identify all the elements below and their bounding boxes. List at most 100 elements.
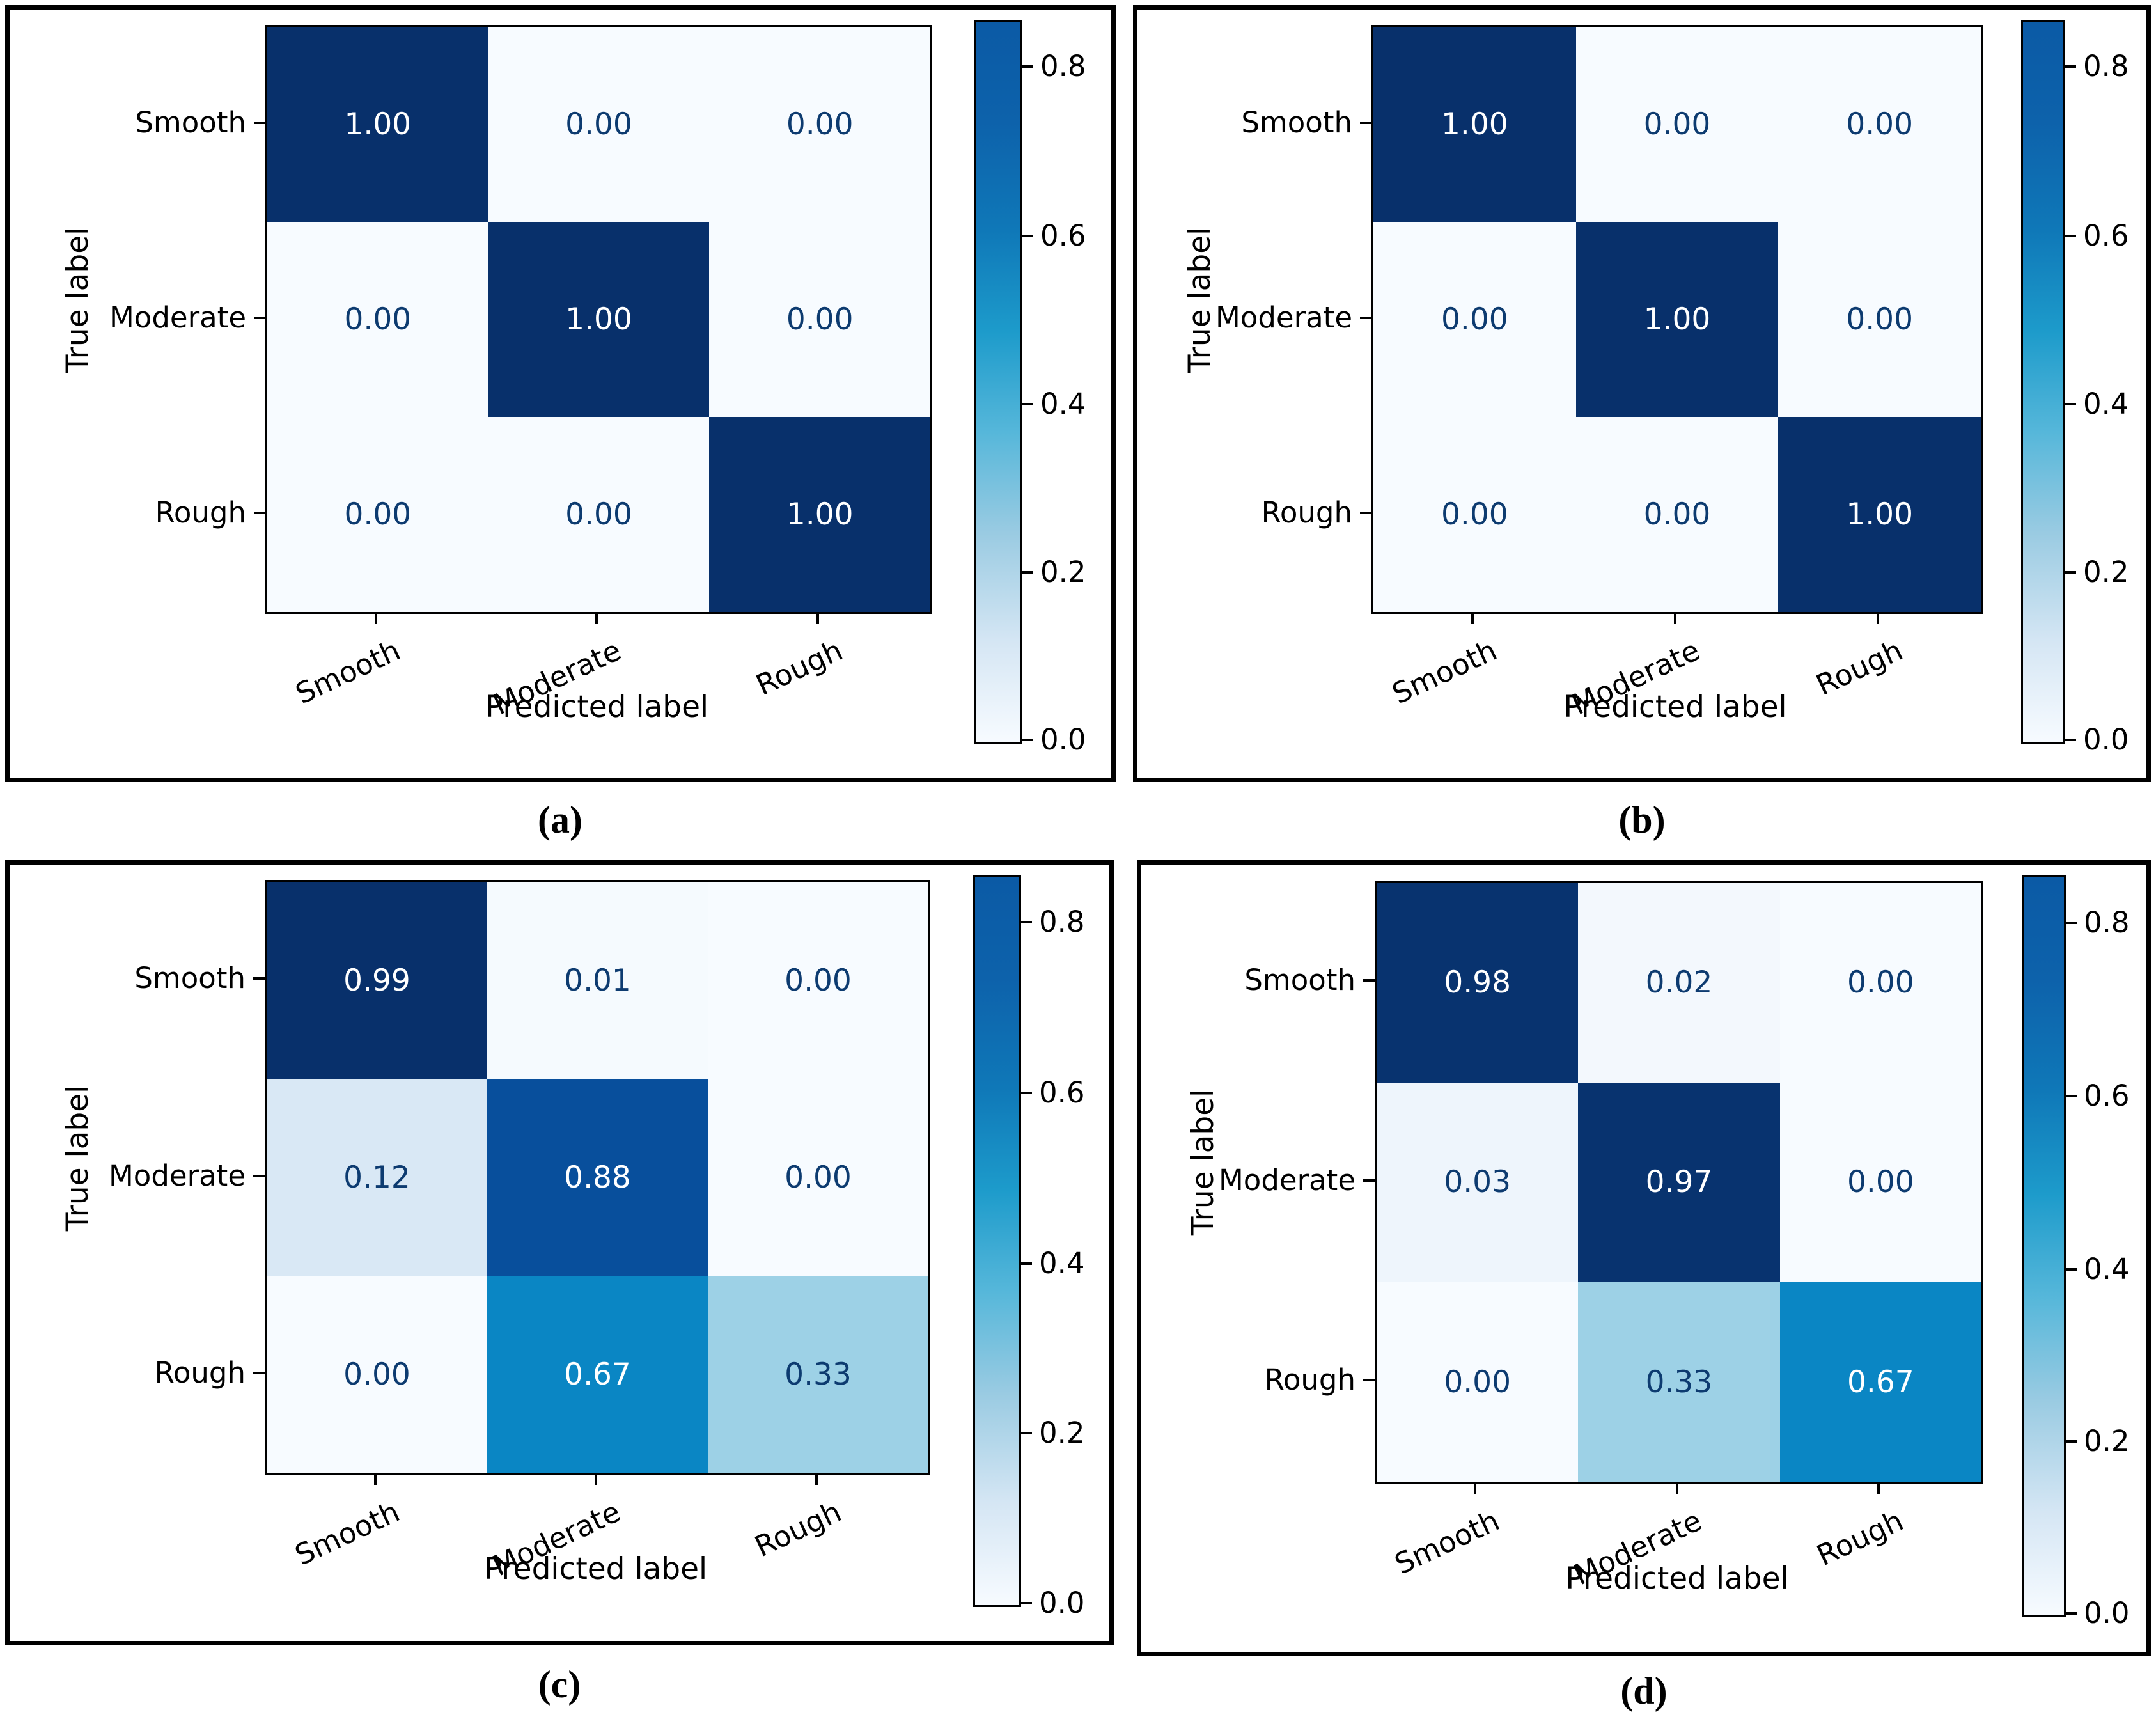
- matrix-cell-r1-c1: 1.00: [488, 222, 710, 417]
- colorbar-tick-label: 0.0: [1040, 723, 1086, 757]
- matrix-cell-r1-c0: 0.12: [267, 1079, 487, 1276]
- y-tick-label-moderate: Moderate: [109, 301, 246, 334]
- cell-value: 0.67: [564, 1357, 631, 1393]
- cell-value: 0.88: [564, 1159, 631, 1195]
- y-axis-title: True label: [60, 226, 95, 373]
- colorbar-tick-mark: [1019, 1602, 1032, 1604]
- y-tick-mark: [254, 122, 265, 124]
- colorbar-tick-mark: [2064, 922, 2077, 924]
- matrix-cell-r0-c0: 0.99: [267, 882, 487, 1079]
- cell-value: 0.00: [1847, 1165, 1914, 1200]
- y-axis-title: True label: [1185, 1088, 1221, 1236]
- cell-value: 0.00: [1441, 302, 1508, 337]
- x-tick-mark: [375, 612, 377, 624]
- colorbar-tick-label: 0.2: [1040, 555, 1086, 589]
- cell-value: 0.00: [344, 497, 412, 532]
- colorbar-tick-mark: [1020, 739, 1033, 741]
- caption-b: (b): [1618, 799, 1666, 841]
- colorbar-tick-label: 0.0: [2083, 723, 2129, 757]
- cell-value: 0.97: [1645, 1165, 1713, 1200]
- colorbar-tick-mark: [2064, 1095, 2077, 1097]
- matrix-cell-r2-c1: 0.33: [1578, 1282, 1780, 1482]
- confusion-matrix-panel-c: 0.99 0.01 0.00 0.12 0.88 0.00 0.00 0.67 0.33 Smoo…: [5, 860, 1114, 1645]
- cell-value: 0.03: [1444, 1165, 1511, 1200]
- cell-value: 1.00: [1441, 107, 1508, 142]
- x-tick-mark: [815, 1473, 818, 1485]
- cell-value: 1.00: [1846, 497, 1913, 532]
- x-tick-mark: [374, 1473, 377, 1485]
- y-tick-label-smooth: Smooth: [1241, 106, 1352, 139]
- heatmap-a: 1.00 0.00 0.00 0.00 1.00 0.00 0.00 0.00 1.00: [265, 25, 932, 614]
- matrix-cell-r0-c0: 1.00: [1373, 27, 1576, 222]
- matrix-cell-r2-c0: 0.00: [267, 1276, 487, 1473]
- colorbar-tick-mark: [2063, 65, 2076, 68]
- colorbar-tick-mark: [1019, 1432, 1032, 1434]
- colorbar-tick-label: 0.8: [1039, 905, 1085, 939]
- matrix-cell-r2-c1: 0.00: [1575, 417, 1779, 612]
- colorbar-tick-label: 0.2: [2084, 1424, 2130, 1458]
- cell-value: 0.00: [1643, 107, 1711, 142]
- colorbar-tick-label: 0.0: [1039, 1586, 1085, 1620]
- y-tick-label-smooth: Smooth: [1244, 963, 1355, 997]
- colorbar-tick-mark: [1019, 921, 1032, 923]
- matrix-cell-r0-c1: 0.00: [488, 27, 710, 222]
- y-tick-mark: [1360, 512, 1371, 514]
- x-tick-mark: [1877, 612, 1879, 624]
- colorbar-tick-mark: [2064, 1268, 2077, 1271]
- matrix-cell-r2-c1: 0.67: [487, 1276, 708, 1473]
- confusion-matrix-panel-d: 0.98 0.02 0.00 0.03 0.97 0.00 0.00 0.33 0.67 Smoo…: [1137, 860, 2151, 1656]
- caption-c: (c): [538, 1663, 581, 1706]
- matrix-cell-r2-c1: 0.00: [488, 417, 710, 612]
- x-tick-mark: [1474, 1482, 1476, 1494]
- cell-value: 0.00: [786, 302, 854, 337]
- matrix-cell-r2-c0: 0.00: [267, 417, 488, 612]
- colorbar-tick-label: 0.4: [1039, 1246, 1085, 1280]
- matrix-cell-r0-c1: 0.02: [1578, 883, 1780, 1083]
- matrix-cell-r2-c0: 0.00: [1377, 1282, 1579, 1482]
- colorbar-tick-mark: [2063, 571, 2076, 574]
- colorbar-tick-mark: [2063, 235, 2076, 237]
- matrix-cell-r0-c0: 0.98: [1377, 883, 1579, 1083]
- matrix-cell-r0-c2: 0.00: [708, 882, 928, 1079]
- colorbar-tick-mark: [2063, 739, 2076, 741]
- heatmap-d: 0.98 0.02 0.00 0.03 0.97 0.00 0.00 0.33 0.67: [1375, 881, 1983, 1484]
- colorbar-tick-label: 0.6: [2084, 1079, 2130, 1113]
- cell-value: 0.00: [1444, 1365, 1511, 1400]
- caption-d: (d): [1620, 1670, 1668, 1712]
- colorbar-tick-label: 0.8: [2083, 49, 2129, 83]
- colorbar-tick-mark: [2064, 1612, 2077, 1615]
- y-tick-mark: [253, 1372, 265, 1374]
- matrix-cell-r1-c2: 0.00: [1778, 222, 1981, 417]
- colorbar-tick-mark: [1020, 403, 1033, 405]
- matrix-cell-r2-c2: 1.00: [1778, 417, 1981, 612]
- x-axis-title: Predicted label: [485, 689, 709, 725]
- colorbar-tick-label: 0.0: [2084, 1596, 2130, 1630]
- matrix-cell-r2-c2: 0.33: [708, 1276, 928, 1473]
- x-tick-mark: [1676, 1482, 1678, 1494]
- colorbar-tick-label: 0.4: [1040, 387, 1086, 421]
- cell-value: 1.00: [344, 107, 412, 142]
- caption-a: (a): [538, 799, 582, 841]
- cell-value: 0.00: [1846, 107, 1913, 142]
- cell-value: 0.00: [785, 1159, 852, 1195]
- colorbar-tick-mark: [1020, 235, 1033, 237]
- y-tick-label-rough: Rough: [1264, 1363, 1355, 1397]
- cell-value: 0.98: [1444, 964, 1511, 1000]
- x-tick-mark: [1674, 612, 1676, 624]
- x-axis-title: Predicted label: [483, 1551, 708, 1587]
- colorbar-tick-label: 0.8: [2084, 906, 2130, 939]
- y-tick-mark: [1360, 317, 1371, 319]
- colorbar-tick-label: 0.4: [2083, 387, 2129, 421]
- cell-value: 0.00: [1441, 497, 1508, 532]
- cell-value: 0.33: [1645, 1365, 1713, 1400]
- colorbar-tick-mark: [1019, 1262, 1032, 1265]
- y-tick-mark: [254, 317, 265, 319]
- colorbar-tick-label: 0.6: [1040, 219, 1086, 253]
- x-tick-mark: [595, 1473, 597, 1485]
- x-tick-mark: [816, 612, 819, 624]
- y-tick-mark: [1363, 979, 1375, 982]
- y-tick-label-moderate: Moderate: [108, 1159, 246, 1193]
- x-axis-title: Predicted label: [1565, 1561, 1789, 1596]
- cell-value: 0.00: [785, 962, 852, 998]
- cell-value: 0.00: [1847, 964, 1914, 1000]
